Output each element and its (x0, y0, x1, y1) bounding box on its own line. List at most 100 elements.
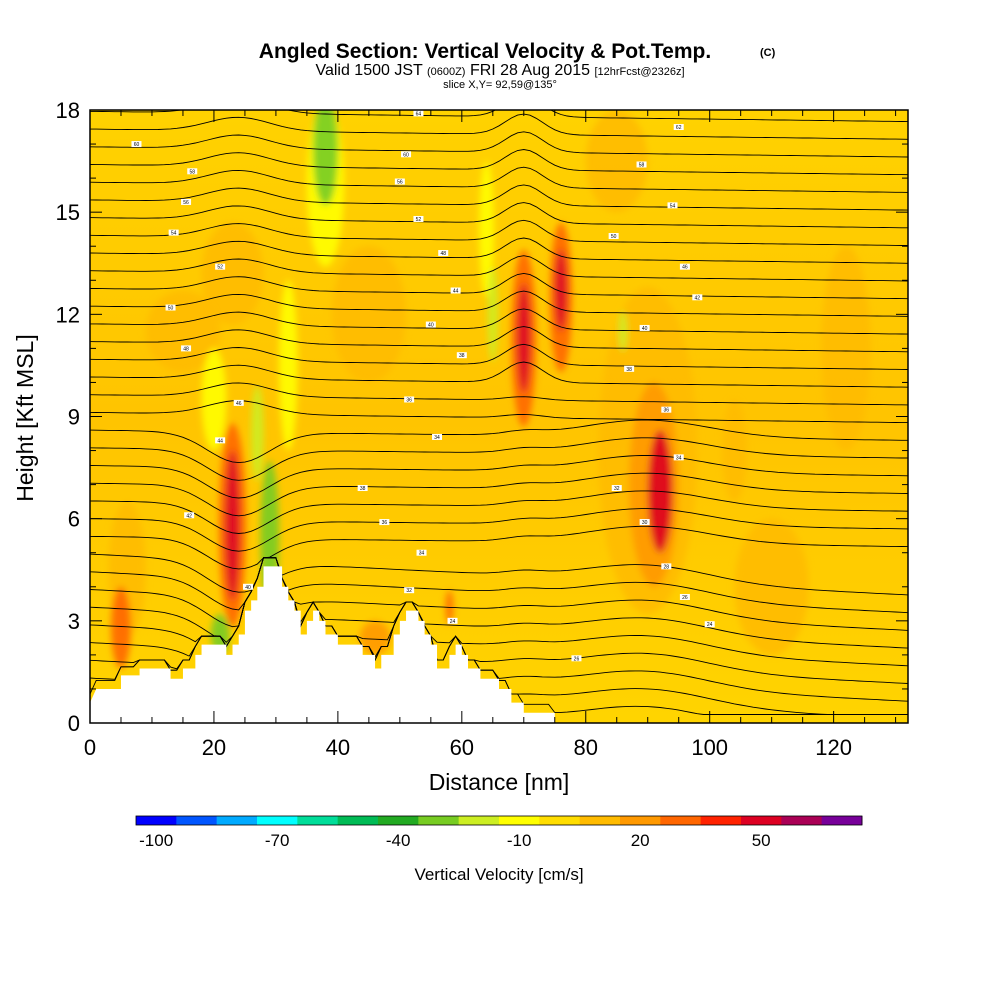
isentrope-line-13 (90, 455, 908, 499)
isentrope-label-bg (639, 324, 650, 331)
isentrope-label: 40 (245, 585, 251, 591)
colorbar-swatch (257, 816, 298, 825)
slice-info: slice X,Y= 92,59@135° (443, 79, 557, 91)
isentrope-label: 44 (217, 438, 223, 444)
colorbar-tick-label: 50 (752, 831, 771, 850)
y-tick-label: 9 (68, 405, 80, 430)
colorbar-swatch (660, 816, 702, 825)
isentrope-label-bg (571, 655, 582, 662)
colorbar-swatch (700, 816, 742, 825)
velocity-cell-3 (821, 246, 871, 451)
isentrope-line-24 (90, 255, 908, 282)
isentrope-label: 46 (682, 265, 688, 271)
isentrope-label-bg (233, 399, 244, 406)
isentrope-label-bg (184, 512, 195, 519)
colorbar-tick-label: 20 (631, 831, 650, 850)
isentrope-label-bg (168, 229, 179, 236)
isentrope-label: 54 (670, 203, 676, 209)
colorbar-swatch (539, 816, 581, 825)
isentrope-label-bg (215, 437, 226, 444)
isentrope-label-bg (243, 583, 254, 590)
x-tick-label: 80 (574, 735, 598, 760)
colorbar-swatch (216, 816, 258, 825)
isentrope-label-bg (404, 587, 415, 594)
isentrope-label-bg (679, 593, 690, 600)
isentrope-label: 38 (360, 486, 366, 492)
isentrope-label-bg (187, 168, 198, 175)
x-axis: 0 20 40 60 80 100 120 (84, 110, 897, 760)
isentrope-label-bg (215, 263, 226, 270)
isentrope-label-bg (181, 345, 192, 352)
isentrope-label-bg (404, 396, 415, 403)
velocity-cell-26 (487, 266, 498, 363)
isentrope-line-25 (90, 237, 908, 264)
isentrope-label-bg (636, 161, 647, 168)
isentrope-label-bg (447, 617, 458, 624)
isentrope-label-bg (394, 178, 405, 185)
velocity-cell-18 (722, 399, 747, 502)
colorbar-swatch (781, 816, 823, 825)
colorbar-label: Vertical Velocity [cm/s] (414, 865, 583, 884)
isentrope-line-14 (90, 437, 908, 481)
velocity-cell-20 (479, 161, 495, 298)
isentrope-label: 54 (171, 231, 177, 237)
subtitle-utc: (0600Z) (427, 66, 466, 78)
isentrope-label: 24 (707, 622, 713, 628)
y-tick-label: 3 (68, 609, 80, 634)
isentrope-label: 40 (428, 323, 434, 329)
isentrope-line-20 (90, 326, 908, 353)
chart-title: Angled Section: Vertical Velocity & Pot.… (259, 40, 711, 63)
isentrope-label: 44 (453, 288, 459, 294)
isentrope-label-bg (413, 110, 424, 117)
subtitle-date: FRI 28 Aug 2015 (470, 62, 590, 79)
isentrope-label: 24 (450, 619, 456, 625)
plot-area: 60 58 56 54 52 50 48 46 44 42 40 38 36 34 32 24 26 64 62 60… (90, 110, 908, 723)
y-tick-label: 6 (68, 507, 80, 532)
x-axis-label: Distance [nm] (429, 769, 570, 795)
isentrope-label-bg (432, 433, 443, 440)
isentrope-label-bg (413, 215, 424, 222)
isentrope-label-bg (624, 365, 635, 372)
isentrope-line-33 (90, 110, 908, 123)
velocity-cell-16 (313, 110, 338, 206)
isentrope-label: 38 (459, 353, 465, 359)
isentrope-line-9 (90, 525, 908, 570)
isentrope-line-27 (90, 202, 908, 229)
y-axis-label: Height [Kft MSL] (12, 334, 38, 501)
isentrope-label: 64 (416, 111, 422, 117)
isentrope-label: 40 (642, 326, 648, 332)
isentrope-label: 32 (406, 588, 412, 594)
isentrope-label-bg (379, 519, 390, 526)
isentrope-label: 34 (676, 455, 682, 461)
isentrope-label-bg (165, 304, 176, 311)
isentrope-label-bg (667, 202, 678, 209)
isentrope-label: 52 (416, 217, 422, 223)
isentrope-label: 58 (189, 169, 195, 175)
colorbar-swatch (579, 816, 621, 825)
isentrope-line-5 (90, 557, 908, 649)
isentrope-label-bg (692, 294, 703, 301)
colorbar-tick-label: -100 (139, 831, 173, 850)
isentrope-label-bg (456, 352, 467, 359)
isentrope-line-32 (90, 113, 908, 140)
isentrope-label: 36 (664, 408, 670, 414)
isentrope-label-bg (661, 563, 672, 570)
colorbar-swatch (297, 816, 339, 825)
isentrope-line-26 (90, 219, 908, 246)
colorbar-frame (135, 815, 863, 826)
isentrope-label: 42 (186, 513, 192, 519)
isentrope-line-28 (90, 184, 908, 211)
isentrope-line-31 (90, 131, 908, 158)
isentrope-label: 26 (574, 656, 580, 662)
isentrope-label-bg (704, 621, 715, 628)
y-tick-label: 15 (56, 200, 80, 225)
isentrope-line-29 (90, 166, 908, 193)
subtitle-valid: Valid 1500 JST (315, 62, 423, 79)
isentrope-label-bg (357, 485, 368, 492)
isentrope-line-30 (90, 149, 908, 176)
isentrope-line-22 (90, 290, 908, 317)
colorbar-swatch (176, 816, 218, 825)
velocity-cell-17 (201, 348, 227, 451)
